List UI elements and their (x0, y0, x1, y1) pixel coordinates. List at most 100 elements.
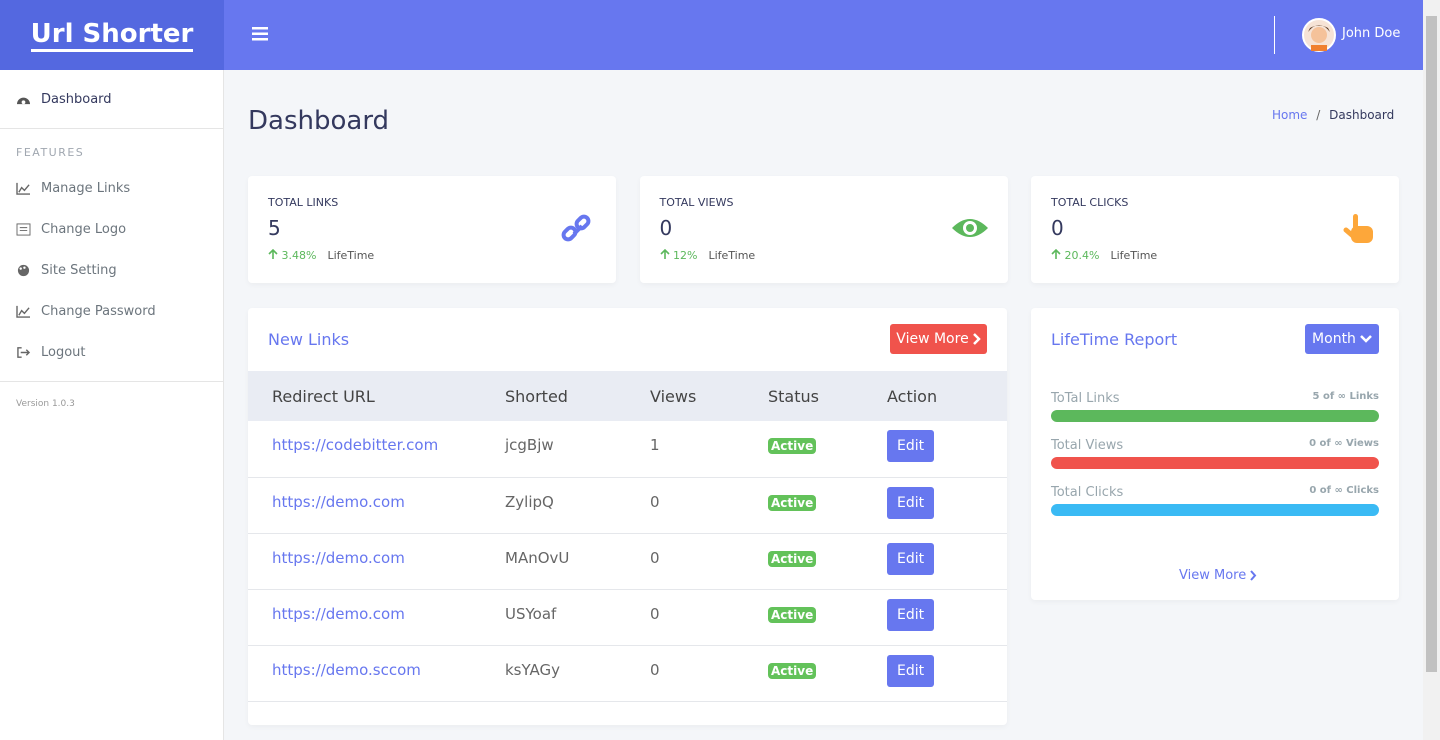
stat-period: LifeTime (1110, 249, 1158, 262)
table-cell: Active (767, 533, 886, 590)
table-row: https://demo.sccom ksYAGy 0 Active Edit (248, 645, 1007, 702)
edit-button[interactable]: Edit (887, 430, 935, 462)
nav-item[interactable]: Change Password (16, 304, 156, 319)
avatar[interactable] (1302, 18, 1336, 52)
views: 1 (650, 436, 660, 454)
icon (16, 223, 31, 236)
redirect-url[interactable]: https://codebitter.com (272, 436, 439, 454)
breadcrumb-separator: / (1316, 108, 1321, 122)
chevron (972, 333, 981, 345)
table-cell: 1 (649, 421, 767, 478)
bar-note: 0 of ∞ Views (1309, 438, 1379, 449)
table-cell: 0 (649, 477, 767, 534)
stat-card: TOTAL CLICKS 0 20.4% LifeTime (1031, 176, 1399, 283)
nav-label[interactable]: Site Setting (41, 263, 117, 278)
user-name[interactable]: John Doe (1342, 26, 1401, 41)
menu-toggle[interactable] (252, 27, 268, 41)
button-label[interactable]: View More (896, 331, 969, 347)
view-more-button[interactable]: View More (890, 324, 987, 354)
table-cell: Edit (886, 645, 1007, 702)
table-cell: 0 (649, 645, 767, 702)
table-cell: Active (767, 421, 886, 478)
status-badge: Active (768, 550, 817, 567)
status-badge: Active (768, 438, 817, 454)
table-cell: https://demo.com (248, 477, 504, 534)
nav-label[interactable]: Change Password (41, 304, 156, 319)
icon (17, 347, 31, 358)
nav-item[interactable]: Manage Links (16, 181, 130, 196)
header-row: Redirect URL Shorted Views Status Action (248, 371, 1007, 421)
stat-value: 0 (659, 216, 673, 240)
status-badge: Active (768, 606, 817, 623)
views: 0 (650, 604, 660, 623)
link-label[interactable]: View More (1179, 568, 1247, 583)
nav-label[interactable]: Manage Links (41, 181, 131, 196)
card-title: New Links (268, 330, 350, 349)
table-cell: USYoaf (504, 589, 649, 646)
table-cell: https://codebitter.com (248, 421, 504, 478)
period-dropdown[interactable]: Month (1305, 324, 1379, 354)
table-cell: Edit (886, 421, 1007, 478)
short-code: ksYAGy (505, 660, 560, 679)
nav-label[interactable]: Dashboard (41, 92, 112, 107)
icon (561, 214, 591, 242)
bar-note: 5 of ∞ Links (1312, 391, 1379, 402)
stat-period: LifeTime (327, 249, 375, 262)
button-label[interactable]: Month (1312, 331, 1356, 347)
stat-icon (951, 212, 988, 250)
nav-dashboard[interactable]: Dashboard (16, 92, 112, 107)
scrollbar[interactable] (1423, 0, 1440, 740)
column-header: Redirect URL (248, 371, 504, 421)
stat-icon (1343, 212, 1379, 250)
redirect-url[interactable]: https://demo.sccom (272, 660, 421, 679)
progress-bar (1051, 504, 1379, 516)
breadcrumb: Home / Dashboard (1272, 108, 1394, 122)
table-cell: https://demo.com (248, 589, 504, 646)
table-cell: 0 (649, 589, 767, 646)
table-cell: ksYAGy (504, 645, 649, 702)
table-cell: https://demo.com (248, 533, 504, 590)
scroll-thumb[interactable] (1426, 16, 1437, 672)
nav-label[interactable]: Logout (41, 345, 86, 360)
arrow-up (268, 248, 278, 259)
stat-change: 12% (659, 248, 697, 262)
breadcrumb-current: Dashboard (1329, 108, 1395, 122)
stat-label: TOTAL CLICKS (1051, 196, 1129, 209)
views: 0 (650, 660, 660, 679)
edit-button[interactable]: Edit (887, 486, 935, 519)
brand-name[interactable]: Url Shorter (30, 19, 194, 52)
stat-change: 3.48% (268, 248, 317, 262)
stat-card: TOTAL LINKS 5 3.48% LifeTime (248, 176, 616, 283)
stat-value: 5 (268, 216, 281, 240)
report-view-more[interactable]: View More (1179, 568, 1257, 583)
edit-button[interactable]: Edit (887, 598, 935, 631)
nav-item[interactable]: Change Logo (16, 222, 126, 237)
redirect-url[interactable]: https://demo.com (272, 548, 405, 567)
stat-icon (560, 212, 596, 250)
table-cell: Edit (886, 589, 1007, 646)
column-header: Shorted (504, 371, 649, 421)
separator (0, 128, 224, 129)
brand[interactable]: Url Shorter (0, 0, 224, 70)
page-title: Dashboard (248, 106, 390, 136)
redirect-url[interactable]: https://demo.com (272, 604, 405, 623)
breadcrumb-link[interactable]: Home (1272, 108, 1308, 122)
report-card: LifeTime Report Month ToTal Links 5 of ∞ … (1031, 308, 1399, 600)
bar-label: ToTal Links (1051, 391, 1120, 406)
redirect-url[interactable]: https://demo.com (272, 492, 405, 511)
table-cell: Active (767, 589, 886, 646)
edit-button[interactable]: Edit (887, 542, 935, 575)
short-code: USYoaf (505, 604, 557, 623)
change-value: 20.4% (1064, 249, 1100, 262)
change-value: 3.48% (281, 249, 317, 262)
links-table: Redirect URL Shorted Views Status Action http… (248, 371, 1007, 702)
nav-item[interactable]: Logout (16, 345, 86, 360)
edit-button[interactable]: Edit (887, 654, 935, 687)
table-cell: https://demo.sccom (248, 645, 504, 702)
section-label: FEATURES (16, 146, 85, 159)
icon (951, 219, 988, 237)
nav-item[interactable]: Site Setting (16, 263, 117, 278)
nav-label[interactable]: Change Logo (41, 222, 127, 237)
